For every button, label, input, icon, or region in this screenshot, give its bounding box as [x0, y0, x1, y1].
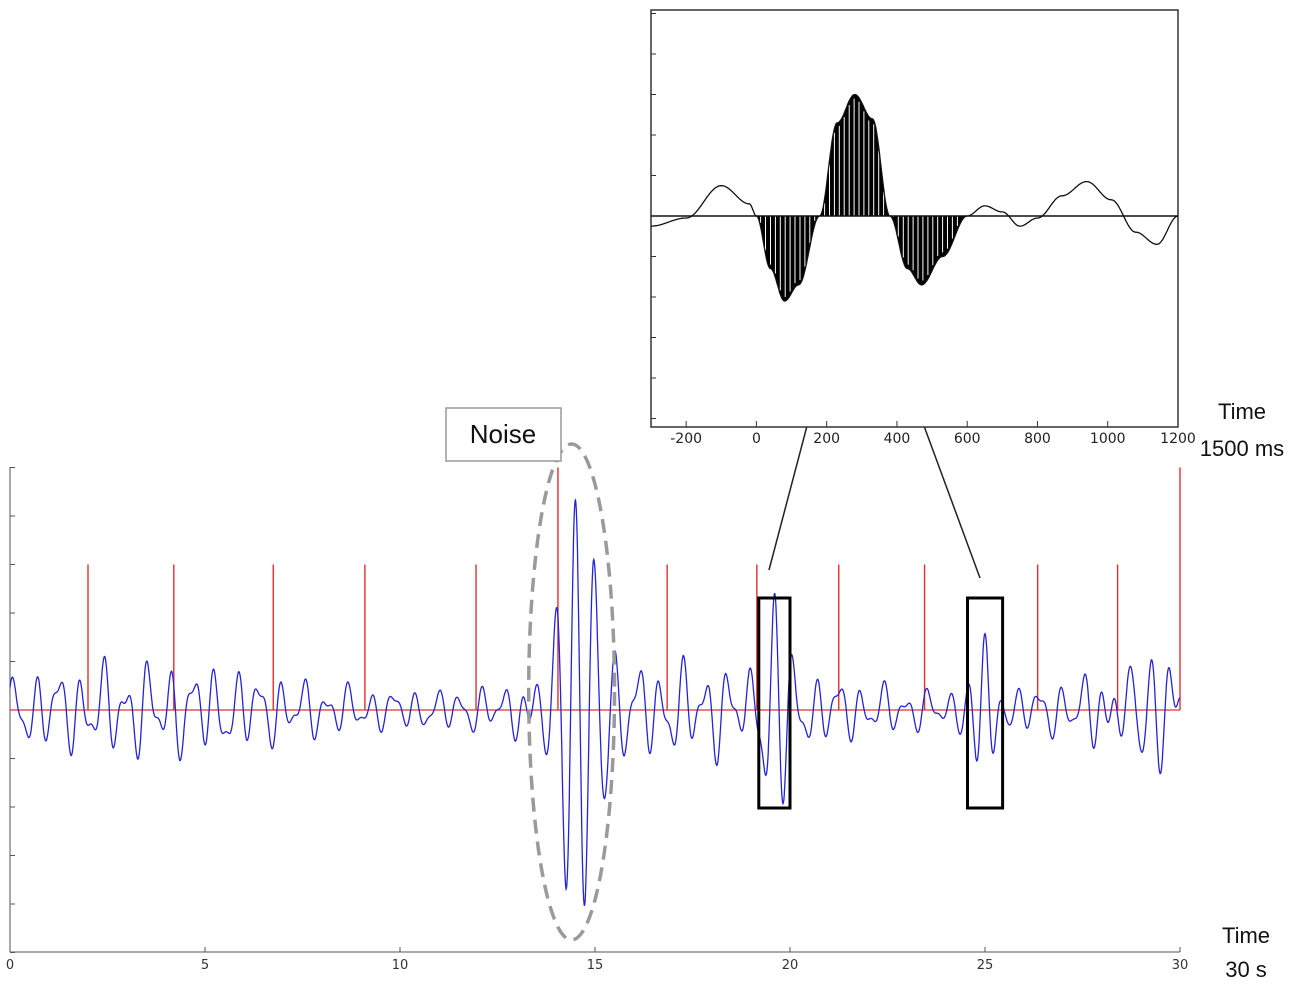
main-x-tick-label: 10 [392, 958, 409, 973]
inset-x-tick-label: 200 [813, 431, 840, 447]
inset-x-tick-label: 0 [752, 431, 761, 447]
main-x-tick-label: 15 [587, 958, 604, 973]
inset-x-tick-label: 400 [884, 431, 911, 447]
inset-x-unit-line2: 1500 ms [1200, 436, 1284, 461]
inset-erp-panel: -200 0 200 400 600 800 1000 1200 Time 1500 ms [650, 9, 1284, 461]
noise-ellipse [526, 442, 617, 942]
highlight-window [966, 596, 1005, 810]
highlight-window [757, 596, 792, 810]
main-y-ticks [10, 467, 15, 953]
noise-label: Noise [470, 419, 536, 449]
main-x-unit-line2: 30 s [1225, 957, 1267, 982]
inset-x-tick-label: 1200 [1160, 431, 1196, 447]
main-x-tick-label: 25 [977, 958, 994, 973]
main-x-tick-label: 0 [6, 958, 14, 973]
inset-x-tick-label: 800 [1024, 431, 1051, 447]
main-x-unit-line1: Time [1222, 923, 1270, 948]
inset-y-ticks [651, 13, 656, 419]
erp-hatching [760, 98, 963, 297]
erp-curve [651, 93, 1179, 302]
main-x-tick-label: 20 [782, 958, 799, 973]
inset-x-ticks: -200 0 200 400 600 800 1000 1200 [670, 421, 1196, 447]
main-x-tick-label: 30 [1172, 958, 1189, 973]
inset-x-unit-line1: Time [1218, 399, 1266, 424]
main-x-tick-label: 5 [201, 958, 209, 973]
main-x-ticks: 0 5 10 15 20 25 30 [6, 947, 1188, 973]
stimulus-markers [87, 467, 1181, 710]
main-trace-panel: 0 5 10 15 20 25 30 Noise Time 30 s [6, 407, 1270, 982]
eeg-signal-line [9, 498, 1181, 906]
inset-x-tick-label: 1000 [1090, 431, 1126, 447]
inset-x-tick-label: 600 [954, 431, 981, 447]
inset-x-tick-label: -200 [670, 431, 702, 447]
noise-label-box: Noise [445, 407, 562, 462]
